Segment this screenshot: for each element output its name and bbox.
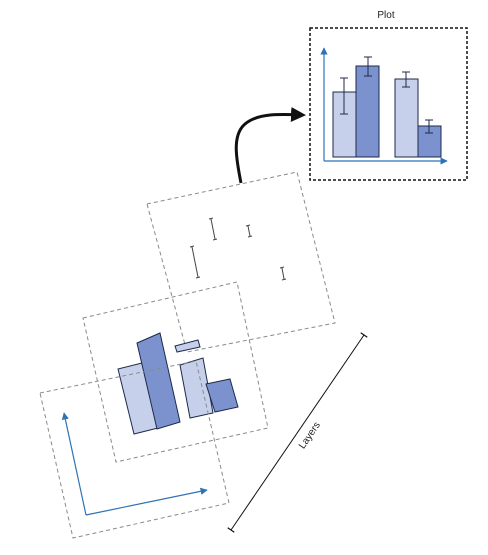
plot-bar-dark-1 [355,65,380,158]
plot-error-bar [402,71,410,88]
layers-label: Layers [297,420,323,451]
layer-x-axis [85,487,208,516]
layer-frame-error-bars [146,171,336,353]
error-bar [189,245,201,279]
layer-frame-axes [39,360,230,539]
bar-light-small [174,339,201,353]
plot-error-bar [340,77,348,115]
plot-bar-light-2 [394,78,419,158]
plot-error-bar [425,119,433,134]
layer-frame-bars [82,281,269,463]
layer-axes [39,360,230,539]
layer-error-bars [146,171,336,353]
plot-title: Plot [377,10,394,21]
layer-y-axis [61,412,87,516]
error-bar [208,217,218,241]
layers-arrow-line [227,332,368,533]
plot-error-bar [364,56,372,77]
layer-bars [82,281,269,463]
error-bar [245,224,253,238]
compose-arrow [234,106,306,184]
bar-light-2 [179,357,214,419]
layers-arrow: Layers [227,332,368,533]
error-bar [279,266,287,281]
bar-dark-1 [136,332,181,430]
final-plot: Plot [309,10,468,181]
